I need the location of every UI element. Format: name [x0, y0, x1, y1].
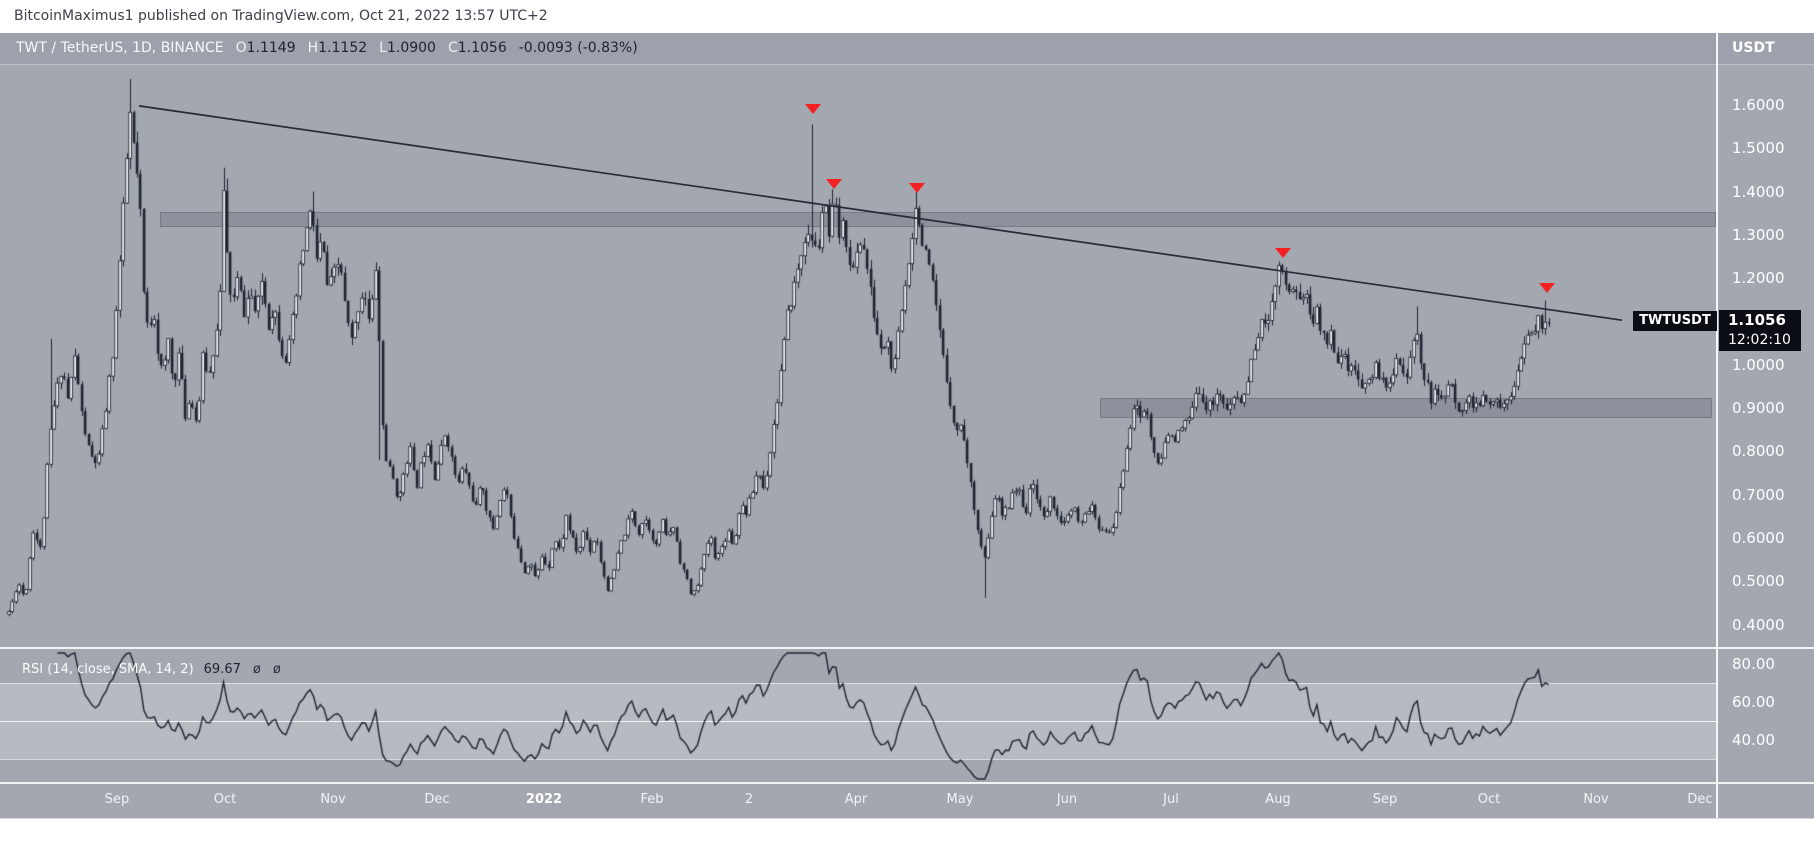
- time-tick-Feb: Feb: [640, 792, 664, 807]
- price-tick-0.6000: 0.6000: [1732, 529, 1785, 547]
- series-tag: TWTUSDT: [1633, 311, 1717, 331]
- time-tick-Apr: Apr: [844, 792, 868, 807]
- time-tick-Oct: Oct: [1477, 792, 1501, 807]
- price-axis-separator: [1716, 33, 1718, 818]
- price-tick-0.7000: 0.7000: [1732, 485, 1785, 504]
- price-tick-1.3000: 1.3000: [1732, 225, 1785, 244]
- price-tick-0.8000: 0.8000: [1732, 442, 1785, 461]
- price-tick-1.6000: 1.6000: [1732, 96, 1785, 114]
- last-price-label: 1.1056 12:02:10: [1719, 310, 1801, 351]
- sell-marker-3[interactable]: [909, 182, 925, 193]
- price-tick-1.0000: 1.0000: [1732, 355, 1785, 374]
- time-tick-Sep: Sep: [104, 792, 130, 807]
- price-tick-1.2000: 1.2000: [1732, 269, 1785, 288]
- time-tick-2022: 2022: [525, 792, 563, 807]
- rsi-empty-value-1: ø: [252, 662, 261, 677]
- time-tick-Nov: Nov: [1583, 792, 1609, 807]
- time-tick-May: May: [946, 792, 974, 807]
- sell-marker-4[interactable]: [1275, 247, 1291, 258]
- rsi-tick-80.00: 80.00: [1732, 655, 1775, 673]
- sell-marker-1[interactable]: [805, 104, 821, 115]
- time-tick-Jul: Jul: [1163, 792, 1179, 807]
- time-tick-Jun: Jun: [1056, 792, 1078, 807]
- footer: TradingView: [0, 818, 1814, 861]
- price-tick-0.9000: 0.9000: [1732, 399, 1785, 418]
- price-tick-0.4000: 0.4000: [1732, 615, 1785, 634]
- time-tick-Dec: Dec: [424, 792, 450, 807]
- rsi-empty-value-2: ø: [272, 662, 281, 677]
- time-tick-2: 2: [744, 792, 754, 807]
- last-price-value: 1.1056: [1728, 311, 1786, 329]
- bar-countdown: 12:02:10: [1728, 332, 1791, 348]
- price-tick-1.5000: 1.5000: [1732, 139, 1785, 158]
- time-tick-Nov: Nov: [320, 792, 346, 807]
- rsi-label: RSI (14, close, SMA, 14, 2): [22, 662, 194, 677]
- pane-separator-rsi-time: [0, 782, 1814, 784]
- time-tick-Oct: Oct: [213, 792, 237, 807]
- time-tick-Aug: Aug: [1265, 792, 1291, 807]
- sell-marker-5[interactable]: [1539, 282, 1555, 293]
- price-tick-1.4000: 1.4000: [1732, 182, 1785, 201]
- pane-separator-price-rsi[interactable]: [0, 647, 1814, 649]
- time-tick-Sep: Sep: [1372, 792, 1398, 807]
- rsi-tick-40.00: 40.00: [1732, 731, 1775, 749]
- rsi-value: 69.67: [203, 662, 241, 677]
- rsi-legend[interactable]: RSI (14, close, SMA, 14, 2) 69.67 ø ø: [22, 662, 281, 677]
- time-tick-Dec: Dec: [1687, 792, 1713, 807]
- price-tick-0.5000: 0.5000: [1732, 572, 1785, 591]
- rsi-tick-60.00: 60.00: [1732, 693, 1775, 711]
- sell-marker-2[interactable]: [826, 179, 842, 189]
